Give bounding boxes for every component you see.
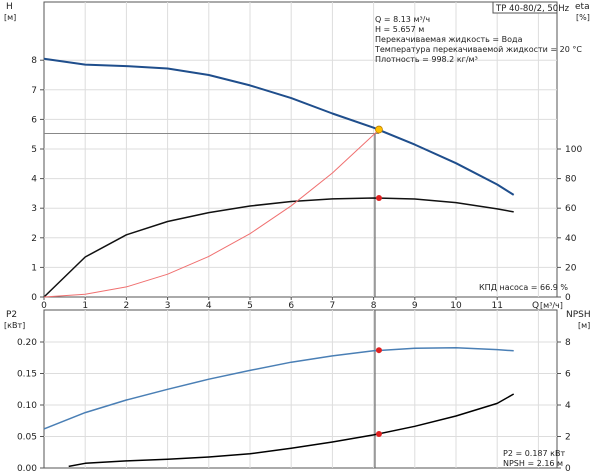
y-tick-label-right: 100 [565,145,582,155]
duty-point-marker [375,194,382,201]
y-axis-unit-right: [м] [578,321,590,330]
x-tick-label: 10 [450,301,462,311]
y-tick-label-left: 1 [31,263,37,273]
info-line: Температура перекачиваемой жидкости = 20… [374,45,582,54]
y-tick-label-right: 20 [565,263,577,273]
x-tick-label: 7 [330,301,336,311]
y-tick-label-right: 60 [565,204,577,214]
x-tick-label: 1 [82,301,88,311]
x-tick-label: 3 [165,301,171,311]
series-line [43,129,380,298]
y-axis-unit-left: [кВт] [4,321,25,330]
duty-point-marker [375,347,382,354]
y-tick-label-right: 40 [565,234,577,244]
series-line [43,346,514,430]
x-tick-label: 8 [371,301,377,311]
y-tick-label-right: 0 [565,464,571,474]
series-line [43,197,514,298]
y-tick-label-left: 0.15 [17,370,37,380]
info-line: Плотность = 998.2 кг/м³ [375,55,478,64]
info-line: H = 5.657 м [375,25,424,34]
info-line: Q = 8.13 м³/ч [375,15,430,24]
x-tick-label: 4 [206,301,212,311]
y-axis-title-right: NPSH [566,310,591,320]
y-axis-unit-right: [%] [576,13,590,22]
series-line [43,57,515,196]
x-tick-label: 0 [41,301,47,311]
y-tick-label-left: 0 [31,293,37,303]
y-axis-title-left: H [6,2,13,12]
y-tick-label-left: 0.00 [17,464,37,474]
y-tick-label-right: 2 [565,433,571,443]
y-tick-label-left: 0.05 [17,433,37,443]
y-tick-label-left: 8 [31,56,37,66]
y-tick-label-right: 8 [565,338,571,348]
efficiency-annotation: КПД насоса = 66.9 % [479,283,568,292]
y-tick-label-left: 5 [31,145,37,155]
y-tick-label-right: 6 [565,370,571,380]
plot-frame [43,309,558,469]
y-axis-title-left: P2 [6,310,17,320]
x-tick-label: 11 [491,301,502,311]
x-tick-label: 6 [288,301,294,311]
duty-point-marker [375,125,383,134]
duty-point-marker [375,430,382,437]
x-axis-title: Q [532,301,539,311]
y-tick-label-right: 80 [565,175,577,185]
power-npsh-panel: 0.00 0.05 0.10 0.15 0.20 0 2 4 6 8 P2[кВт] NPSH[м] P… [4,309,591,474]
y-axis-title-right: eta [575,2,590,12]
chart-title: TP 40-80/2, 50Hz [495,4,570,14]
y-tick-label-left: 7 [31,86,37,96]
y-tick-label-left: 6 [31,115,37,125]
y-tick-label-right: 4 [565,401,571,411]
y-tick-label-left: 0.10 [17,401,37,411]
y-tick-label-left: 0.20 [17,338,37,348]
x-tick-label: 5 [247,301,253,311]
title-box [492,1,558,14]
x-axis-unit: [м³/ч] [540,301,563,310]
series-line [68,393,515,468]
info-line: Перекачиваемая жидкость = Вода [375,35,523,44]
y-tick-label-left: 4 [31,175,37,185]
y-tick-label-right: 0 [565,293,571,303]
info-line: P2 = 0.187 кВт [503,449,565,458]
x-tick-label: 9 [412,301,418,311]
y-tick-label-left: 2 [31,234,37,244]
x-tick-label: 2 [124,301,130,311]
y-axis-unit-left: [м] [4,13,16,22]
y-tick-label-left: 3 [31,204,37,214]
info-line: NPSH = 2.16 м [503,459,563,468]
